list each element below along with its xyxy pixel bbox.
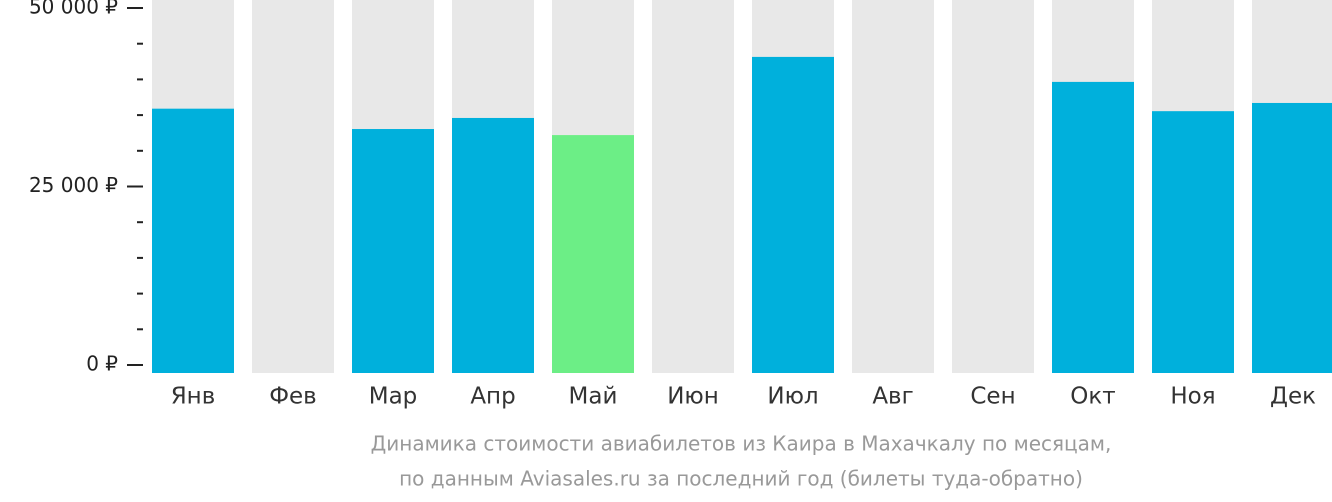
y-tick-label: 0 ₽ <box>86 352 118 376</box>
x-tick-label: Авг <box>872 384 913 410</box>
bar <box>452 117 534 374</box>
x-tick-label: Дек <box>1270 384 1316 410</box>
bar <box>352 129 434 373</box>
x-tick-label: Янв <box>171 384 216 410</box>
x-tick-label: Апр <box>470 384 515 410</box>
bar <box>1152 111 1234 373</box>
x-tick-label: Июн <box>667 384 719 410</box>
bar-background <box>952 0 1034 373</box>
x-tick-label: Окт <box>1070 384 1115 410</box>
bar <box>1252 102 1332 373</box>
x-tick-label: Май <box>569 384 618 410</box>
bar <box>152 108 234 373</box>
bar-background <box>252 0 334 373</box>
y-tick-label: 25 000 ₽ <box>29 173 118 197</box>
x-tick-label: Фев <box>269 384 317 410</box>
x-tick-label: Сен <box>970 384 1015 410</box>
caption: Динамика стоимости авиабилетов из Каира … <box>371 432 1112 456</box>
caption: по данным Aviasales.ru за последний год … <box>399 467 1083 491</box>
bar-background <box>652 0 734 373</box>
x-tick-label: Мар <box>369 384 418 410</box>
bar <box>1052 81 1134 374</box>
x-tick-label: Ноя <box>1170 384 1215 410</box>
x-tick-label: Июл <box>767 384 818 410</box>
y-tick-label: 50 000 ₽ <box>29 0 118 19</box>
bar <box>752 56 834 374</box>
bar <box>552 135 634 373</box>
bar-background <box>852 0 934 373</box>
